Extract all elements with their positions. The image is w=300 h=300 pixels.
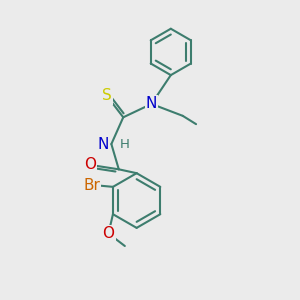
Text: N: N bbox=[98, 136, 109, 152]
Text: N: N bbox=[146, 96, 157, 111]
Text: Br: Br bbox=[83, 178, 100, 193]
Text: H: H bbox=[120, 138, 130, 151]
Text: O: O bbox=[103, 226, 115, 241]
Text: S: S bbox=[102, 88, 112, 104]
Text: O: O bbox=[84, 158, 96, 172]
